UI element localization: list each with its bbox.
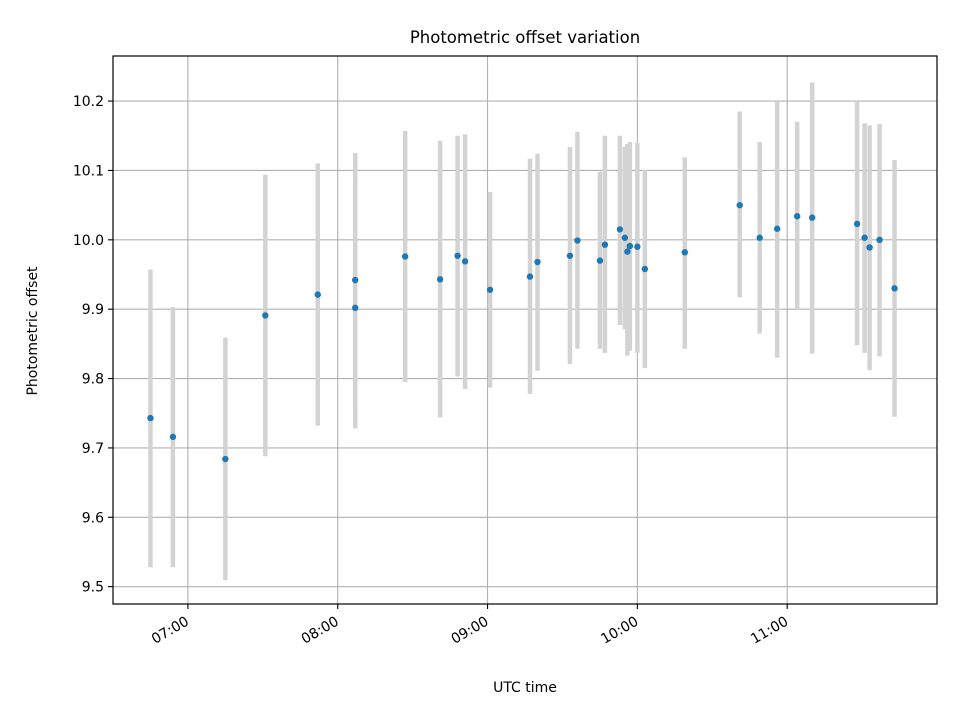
data-point xyxy=(526,273,534,280)
data-point xyxy=(169,433,177,441)
data-point xyxy=(401,253,409,260)
data-point xyxy=(436,276,444,283)
x-axis-label: UTC time xyxy=(493,680,557,696)
data-point xyxy=(574,237,581,244)
data-point xyxy=(147,414,154,422)
chart-title: Photometric offset variation xyxy=(410,28,640,47)
data-point xyxy=(861,234,868,241)
data-point xyxy=(314,291,321,298)
data-point xyxy=(808,214,816,221)
data-point xyxy=(262,312,269,319)
data-point xyxy=(454,252,461,259)
data-point xyxy=(634,243,641,250)
data-point xyxy=(866,244,873,251)
y-axis-label: Photometric offset xyxy=(25,266,41,396)
data-point xyxy=(222,455,229,463)
data-point xyxy=(773,225,781,232)
data-point xyxy=(624,248,631,255)
plot-frame xyxy=(112,55,938,605)
data-point xyxy=(641,265,649,273)
grid-lines xyxy=(113,56,937,604)
y-tick-label: 9.8 xyxy=(82,372,104,388)
data-point xyxy=(621,234,629,241)
data-point xyxy=(596,257,604,264)
y-tick-label: 9.7 xyxy=(82,441,104,457)
y-tick-label: 9.9 xyxy=(82,302,104,318)
y-tick-label: 9.5 xyxy=(82,580,104,596)
data-point xyxy=(876,236,883,244)
y-axis-ticks: 9.5 9.6 9.7 9.8 9.9 10.0 10.1 10.2 xyxy=(73,94,113,596)
data-point xyxy=(534,258,541,266)
data-point xyxy=(626,242,634,250)
y-tick-label: 10.2 xyxy=(73,94,104,110)
data-point xyxy=(736,201,743,209)
data-point xyxy=(352,276,359,284)
data-point xyxy=(793,213,801,220)
y-tick-label: 9.6 xyxy=(82,510,104,526)
data-point xyxy=(681,249,689,256)
data-point xyxy=(853,220,861,228)
y-tick-label: 10.0 xyxy=(73,233,104,249)
data-point xyxy=(461,258,469,265)
data-point xyxy=(616,226,624,233)
data-point xyxy=(566,252,574,259)
data-point xyxy=(756,234,763,241)
data-point xyxy=(352,304,359,312)
y-tick-label: 10.1 xyxy=(73,163,104,179)
data-point xyxy=(601,241,609,248)
data-point xyxy=(486,286,494,293)
data-point xyxy=(891,285,898,292)
data-points xyxy=(147,201,898,463)
